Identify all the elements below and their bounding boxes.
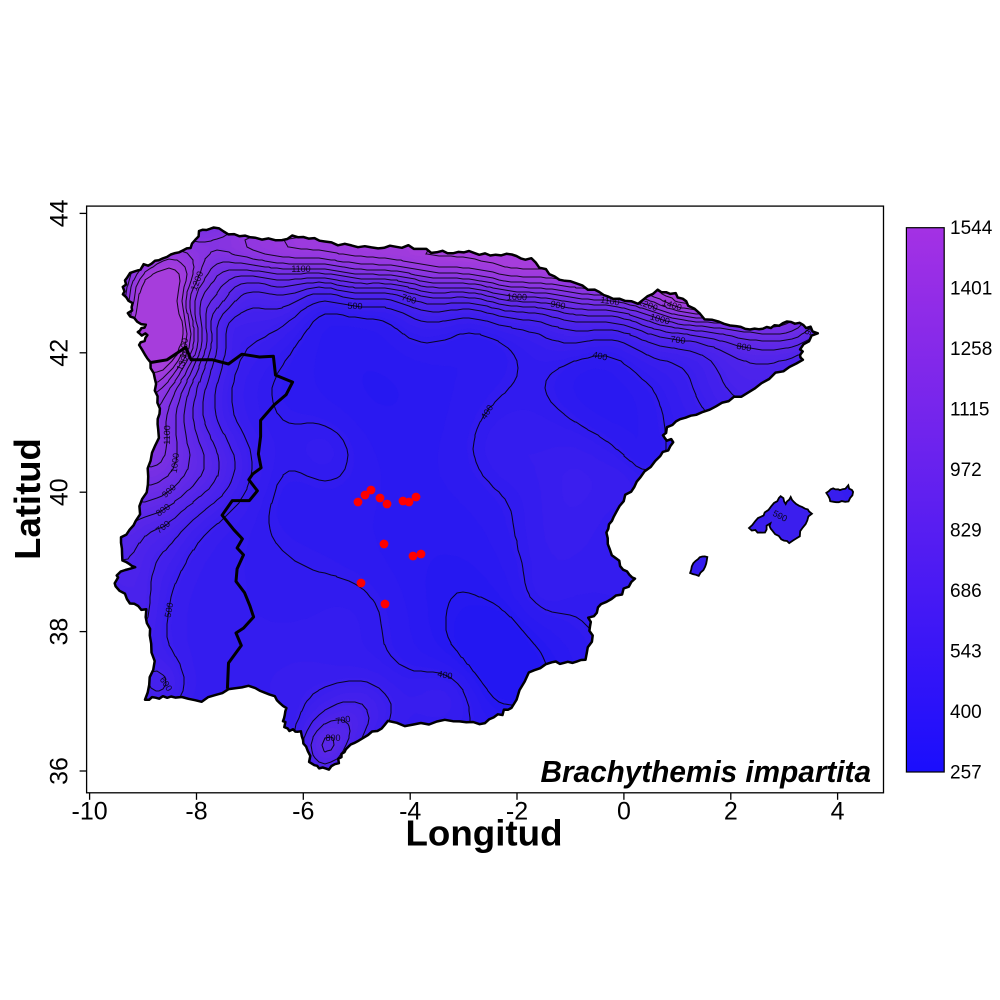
svg-text:36: 36 <box>46 757 74 785</box>
svg-text:700: 700 <box>400 292 417 306</box>
svg-text:Latitud: Latitud <box>7 438 48 560</box>
svg-text:42: 42 <box>46 339 74 367</box>
svg-text:1100: 1100 <box>291 264 310 274</box>
svg-text:0: 0 <box>617 797 631 825</box>
svg-text:700: 700 <box>670 334 686 346</box>
svg-text:400: 400 <box>950 702 982 723</box>
svg-text:800: 800 <box>736 341 753 353</box>
svg-text:40: 40 <box>46 478 74 506</box>
svg-text:-8: -8 <box>185 797 207 825</box>
svg-text:400: 400 <box>592 349 609 362</box>
svg-text:686: 686 <box>950 581 982 602</box>
svg-text:1401: 1401 <box>950 279 992 300</box>
svg-text:800: 800 <box>325 733 340 743</box>
svg-text:4: 4 <box>831 797 845 825</box>
svg-text:1115: 1115 <box>950 400 989 421</box>
svg-text:500: 500 <box>347 301 362 312</box>
svg-text:38: 38 <box>46 618 74 646</box>
svg-text:257: 257 <box>950 763 982 784</box>
svg-text:543: 543 <box>950 642 982 663</box>
svg-text:829: 829 <box>950 521 982 542</box>
svg-text:972: 972 <box>950 460 982 481</box>
svg-text:1100: 1100 <box>162 425 172 445</box>
svg-text:-2: -2 <box>506 797 528 825</box>
svg-text:1000: 1000 <box>169 452 181 473</box>
svg-text:400: 400 <box>437 669 454 682</box>
svg-text:500: 500 <box>163 602 176 619</box>
svg-text:Longitud: Longitud <box>406 813 563 854</box>
svg-text:900: 900 <box>550 299 567 312</box>
svg-text:Brachythemis impartita: Brachythemis impartita <box>541 754 872 789</box>
svg-text:-10: -10 <box>72 797 108 825</box>
svg-text:-4: -4 <box>399 797 421 825</box>
svg-text:2: 2 <box>724 797 738 825</box>
svg-text:1258: 1258 <box>950 339 992 360</box>
svg-text:700: 700 <box>335 714 352 727</box>
svg-text:1000: 1000 <box>507 292 527 303</box>
svg-text:44: 44 <box>46 199 74 227</box>
svg-text:-6: -6 <box>292 797 314 825</box>
svg-text:1544: 1544 <box>950 218 993 239</box>
